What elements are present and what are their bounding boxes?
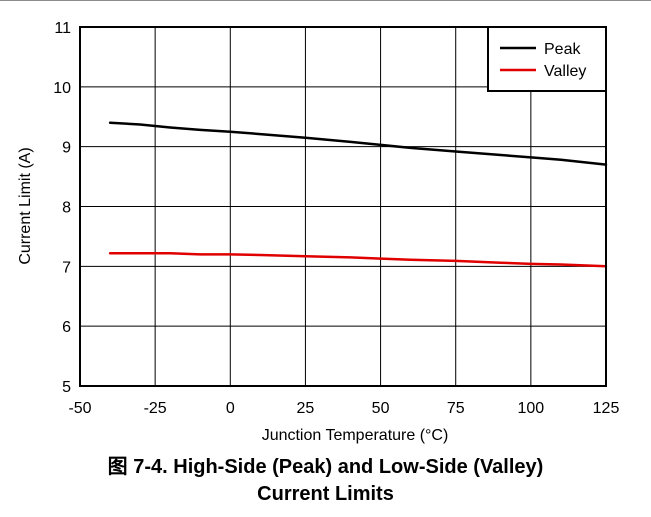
top-rule xyxy=(0,0,651,1)
current-limit-chart: -50 -25 0 25 50 75 100 125 5 6 7 8 9 10 11 Junction Te… xyxy=(17,20,619,444)
x-tick-label: 125 xyxy=(593,400,620,417)
y-tick-label: 8 xyxy=(62,200,71,217)
y-axis-label: Current Limit (A) xyxy=(17,147,34,264)
tick-labels: -50 -25 0 25 50 75 100 125 5 6 7 8 9 10 11 xyxy=(53,20,619,417)
legend: Peak Valley xyxy=(487,26,607,92)
x-tick-label: -25 xyxy=(144,400,167,417)
x-tick-label: 75 xyxy=(447,400,465,417)
x-tick-label: -50 xyxy=(68,400,91,417)
y-tick-label: 7 xyxy=(62,259,71,276)
x-tick-label: 100 xyxy=(518,400,545,417)
figure-caption-line-1: 图 7-4. High-Side (Peak) and Low-Side (Va… xyxy=(107,456,544,478)
series-line-peak xyxy=(108,121,608,166)
legend-label-peak: Peak xyxy=(544,41,581,58)
x-tick-label: 50 xyxy=(372,400,390,417)
plot-frame xyxy=(79,26,607,387)
x-axis-label: Junction Temperature (°C) xyxy=(262,427,449,444)
series-layer xyxy=(108,121,608,268)
y-tick-label: 10 xyxy=(53,80,71,97)
y-tick-label: 6 xyxy=(62,319,71,336)
legend-label-valley: Valley xyxy=(544,63,586,80)
legend-box xyxy=(487,26,607,92)
series-line-valley xyxy=(108,251,608,268)
y-tick-label: 11 xyxy=(54,20,71,37)
x-tick-label: 0 xyxy=(226,400,235,417)
plot-area-border xyxy=(79,26,607,387)
y-tick-label: 5 xyxy=(62,379,71,396)
x-tick-label: 25 xyxy=(297,400,315,417)
y-tick-label: 9 xyxy=(62,140,71,157)
figure-caption-line-2: Current Limits xyxy=(257,483,394,505)
